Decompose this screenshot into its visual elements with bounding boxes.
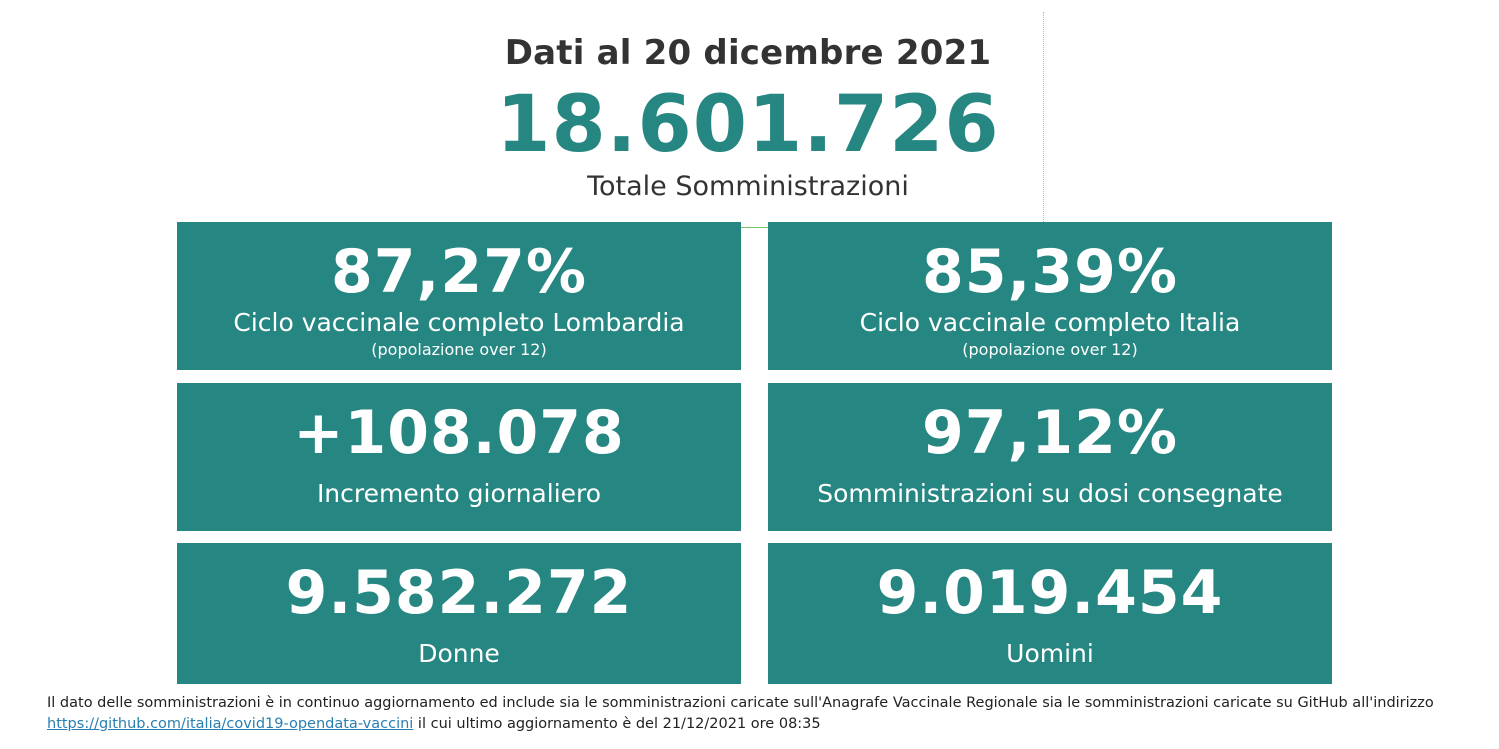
- tile-sublabel: (popolazione over 12): [371, 340, 547, 359]
- tile-value: +108.078: [293, 398, 625, 468]
- tile-lombardia-full-cycle: 87,27% Ciclo vaccinale completo Lombardi…: [177, 222, 741, 370]
- footer-note: Il dato delle somministrazioni è in cont…: [47, 693, 1487, 735]
- tile-label: Ciclo vaccinale completo Lombardia: [233, 308, 685, 337]
- page-title: Dati al 20 dicembre 2021: [504, 33, 992, 73]
- footer-update-text: il cui ultimo aggiornamento è del 21/12/…: [413, 716, 821, 732]
- github-link[interactable]: https://github.com/italia/covid19-openda…: [47, 716, 414, 732]
- tile-men: 9.019.454 Uomini: [768, 543, 1332, 684]
- footer-text-line2: https://github.com/italia/covid19-openda…: [47, 714, 1487, 735]
- tile-value: 85,39%: [922, 237, 1178, 307]
- tile-label: Ciclo vaccinale completo Italia: [859, 308, 1241, 337]
- total-administrations-label: Totale Somministrazioni: [587, 171, 909, 202]
- tile-label: Uomini: [1006, 639, 1094, 668]
- tile-value: 9.582.272: [285, 558, 633, 628]
- total-administrations-value: 18.601.726: [496, 80, 1000, 170]
- tile-italia-full-cycle: 85,39% Ciclo vaccinale completo Italia (…: [768, 222, 1332, 370]
- tile-value: 9.019.454: [876, 558, 1224, 628]
- tile-daily-increment: +108.078 Incremento giornaliero: [177, 383, 741, 531]
- footer-text-line1: Il dato delle somministrazioni è in cont…: [47, 695, 1434, 711]
- tile-women: 9.582.272 Donne: [177, 543, 741, 684]
- tile-sublabel: (popolazione over 12): [962, 340, 1138, 359]
- accent-line: [741, 227, 768, 228]
- tile-label: Donne: [418, 639, 500, 668]
- tile-value: 97,12%: [922, 398, 1178, 468]
- tile-doses-delivered-ratio: 97,12% Somministrazioni su dosi consegna…: [768, 383, 1332, 531]
- tile-value: 87,27%: [331, 237, 587, 307]
- divider-line: [1043, 12, 1044, 222]
- tile-label: Incremento giornaliero: [316, 479, 602, 508]
- tile-label: Somministrazioni su dosi consegnate: [817, 479, 1283, 508]
